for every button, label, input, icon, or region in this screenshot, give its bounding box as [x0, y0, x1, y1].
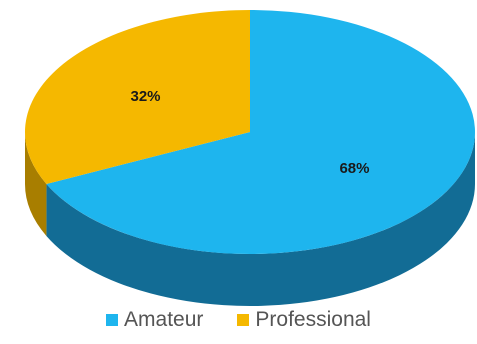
slice-side-amateur [46, 132, 476, 306]
legend-item-amateur: Amateur [106, 308, 203, 332]
pie-tops [25, 10, 476, 254]
data-label-amateur: 68% [339, 160, 369, 177]
pie-sides [24, 132, 476, 306]
legend-item-professional: Professional [237, 308, 371, 332]
slice-amateur [46, 10, 476, 254]
legend: Amateur Professional [0, 308, 477, 332]
slice-professional [25, 10, 250, 184]
legend-label-professional: Professional [255, 308, 371, 331]
legend-swatch-professional [237, 314, 250, 326]
pie-labels: 68% 32% [130, 88, 369, 177]
data-label-professional: 32% [130, 88, 160, 105]
slice-side-professional [24, 132, 47, 236]
legend-swatch-amateur [106, 314, 119, 326]
legend-label-amateur: Amateur [124, 308, 204, 331]
